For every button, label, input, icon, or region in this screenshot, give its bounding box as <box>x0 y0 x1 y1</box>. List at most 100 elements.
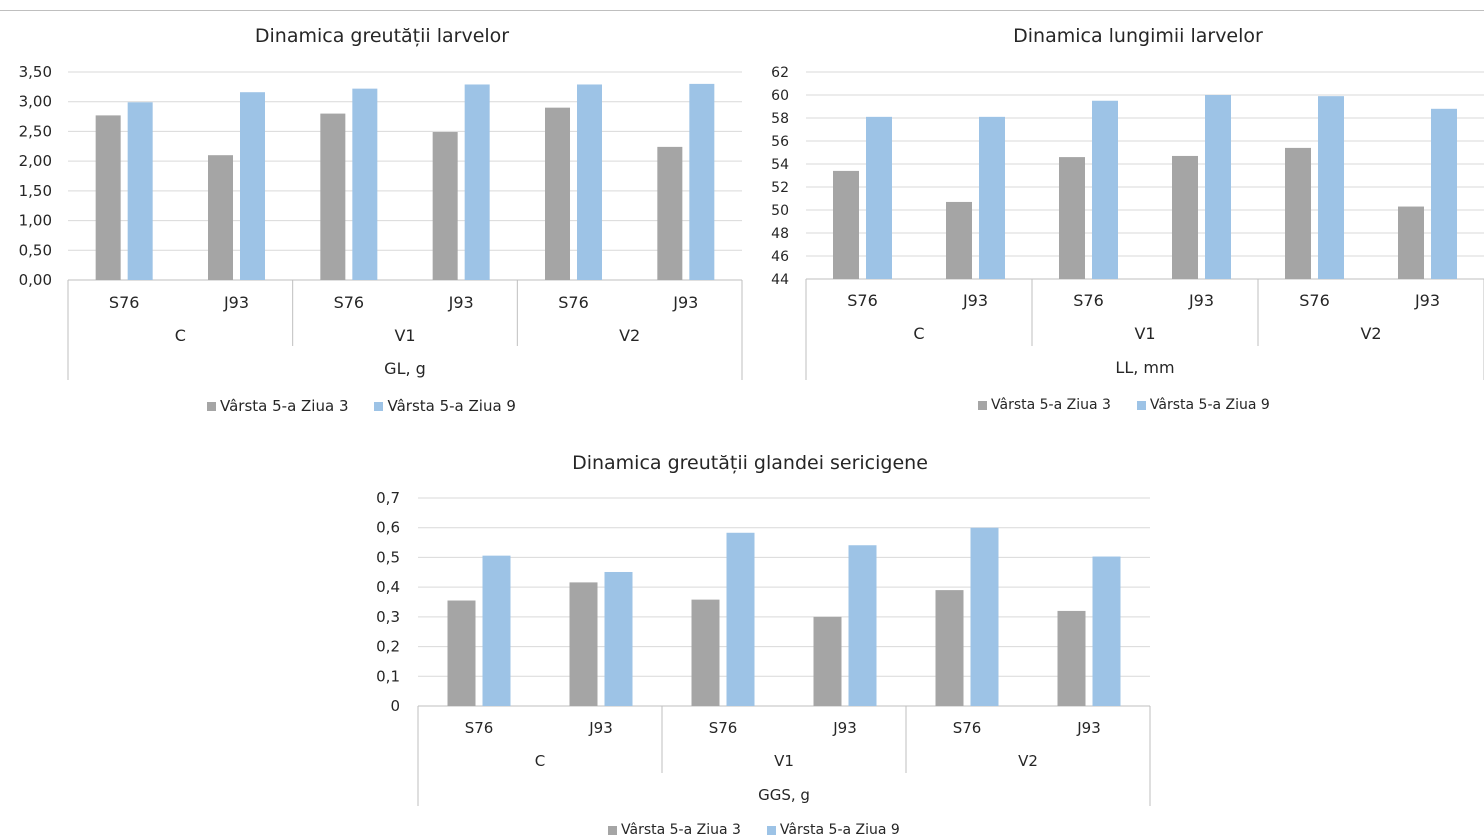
bar-day3 <box>1285 147 1311 279</box>
legend-item: Vârsta 5-a Ziua 3 <box>608 822 741 838</box>
legend-label: Vârsta 5-a Ziua 9 <box>779 822 900 838</box>
y-tick-label: 0,7 <box>376 489 400 507</box>
chart-plot: 0,00 0,50 1,00 1,50 2,00 2,50 3,00 3,50 S76 J93 S7… <box>19 63 743 380</box>
x-category-label: J93 <box>672 293 698 312</box>
y-tick-label: 0,1 <box>376 667 400 685</box>
y-tick-label: 46 <box>771 249 789 265</box>
x-category-label: J93 <box>223 293 249 312</box>
bar-day9 <box>1092 100 1118 279</box>
x-axis-title: LL, mm <box>1115 358 1174 377</box>
legend-swatch <box>207 401 216 411</box>
x-category-label: J93 <box>962 291 988 310</box>
bar-day9 <box>848 545 877 706</box>
bar-day3 <box>95 115 121 280</box>
x-group-label: V2 <box>1360 324 1381 343</box>
legend-swatch <box>766 825 776 835</box>
bar-day3 <box>545 107 570 281</box>
legend-swatch <box>978 400 987 410</box>
x-category-label: J93 <box>1076 719 1101 737</box>
bar-day3 <box>432 132 458 280</box>
y-tick-label: 0,2 <box>376 638 400 656</box>
y-tick-label: 0,00 <box>19 271 52 289</box>
y-tick-label: 58 <box>771 111 789 127</box>
y-tick-label: 62 <box>771 65 789 81</box>
x-group-label: C <box>913 324 924 343</box>
bar-day9 <box>1092 556 1121 706</box>
bar-day3 <box>833 170 859 279</box>
bar-day9 <box>1205 95 1231 279</box>
y-tick-label: 3,50 <box>19 63 52 81</box>
x-category-label: J93 <box>832 719 857 737</box>
bar-day9 <box>689 83 715 280</box>
bar-day3 <box>1057 610 1086 706</box>
x-category-label: J93 <box>1188 291 1214 310</box>
bar-day9 <box>482 555 511 706</box>
y-tick-label: 0,3 <box>376 608 400 626</box>
y-tick-label: 1,50 <box>19 182 52 200</box>
bar-day3 <box>569 582 598 706</box>
bar-day3 <box>946 201 972 279</box>
x-category-label: J93 <box>588 719 613 737</box>
x-category-label: J93 <box>1414 291 1440 310</box>
legend-label: Vârsta 5-a Ziua 3 <box>220 397 349 415</box>
y-tick-label: 50 <box>771 203 789 219</box>
x-group-label: V2 <box>619 326 640 345</box>
y-tick-label: 3,00 <box>19 93 52 111</box>
y-tick-label: 0,6 <box>376 519 400 537</box>
legend-swatch <box>608 825 617 835</box>
bar-day3 <box>1059 157 1085 279</box>
x-category-label: S76 <box>109 293 140 312</box>
y-tick-label: 48 <box>771 226 789 242</box>
bar-day3 <box>935 590 964 706</box>
y-tick-label: 0,5 <box>376 548 400 566</box>
legend-label: Vârsta 5-a Ziua 9 <box>387 397 516 415</box>
chart-plot: 44 46 48 50 52 54 56 58 60 62 S76 J93 S76 J93 S76 J93 C V… <box>771 65 1484 380</box>
bar-day9 <box>1431 108 1457 279</box>
x-group-label: C <box>175 326 186 345</box>
bar-day9 <box>1318 96 1344 280</box>
legend-label: Vârsta 5-a Ziua 9 <box>1149 397 1270 413</box>
y-tick-label: 1,00 <box>19 212 52 230</box>
bar-day9 <box>464 84 490 280</box>
x-axis-title: GL, g <box>384 359 426 378</box>
x-category-label: S76 <box>334 293 365 312</box>
legend-swatch <box>1136 400 1146 410</box>
bar-day3 <box>657 146 683 280</box>
legend-item: Vârsta 5-a Ziua 9 <box>766 822 900 838</box>
chart-title: Dinamica greutății larvelor <box>254 25 510 47</box>
chart-legend: Vârsta 5-a Ziua 3 Vârsta 5-a Ziua 9 <box>608 822 900 838</box>
x-category-label: S76 <box>558 293 589 312</box>
bar-day3 <box>813 616 842 706</box>
chart-legend: Vârsta 5-a Ziua 3 Vârsta 5-a Ziua 9 <box>978 397 1270 413</box>
bar-day9 <box>726 532 755 706</box>
y-tick-label: 2,50 <box>19 122 52 140</box>
chart-legend: Vârsta 5-a Ziua 3 Vârsta 5-a Ziua 9 <box>207 397 516 415</box>
chart-title: Dinamica lungimii larvelor <box>1013 25 1263 47</box>
x-category-label: S76 <box>709 719 738 737</box>
y-tick-label: 44 <box>771 272 789 288</box>
y-tick-label: 54 <box>771 157 789 173</box>
legend-item: Vârsta 5-a Ziua 3 <box>978 397 1111 413</box>
bar-day9 <box>604 571 633 706</box>
chart-title: Dinamica greutății glandei sericigene <box>572 452 928 474</box>
legend-swatch <box>374 401 384 411</box>
y-tick-label: 0,4 <box>376 578 400 596</box>
bar-day3 <box>1398 206 1424 279</box>
bar-day9 <box>352 88 378 280</box>
y-tick-label: 2,00 <box>19 152 52 170</box>
x-category-label: S76 <box>847 291 878 310</box>
bar-day3 <box>320 113 346 280</box>
bar-day9 <box>240 92 265 280</box>
bar-day3 <box>447 600 476 706</box>
x-group-label: V2 <box>1018 752 1038 770</box>
legend-label: Vârsta 5-a Ziua 3 <box>991 397 1111 413</box>
x-category-label: S76 <box>1299 291 1330 310</box>
y-tick-label: 56 <box>771 134 789 150</box>
bar-day3 <box>1172 155 1198 279</box>
legend-label: Vârsta 5-a Ziua 3 <box>621 822 741 838</box>
x-axis-title: GGS, g <box>758 786 810 804</box>
y-tick-label: 0,50 <box>19 241 52 259</box>
top-divider <box>0 10 1484 11</box>
x-category-label: S76 <box>1073 291 1104 310</box>
